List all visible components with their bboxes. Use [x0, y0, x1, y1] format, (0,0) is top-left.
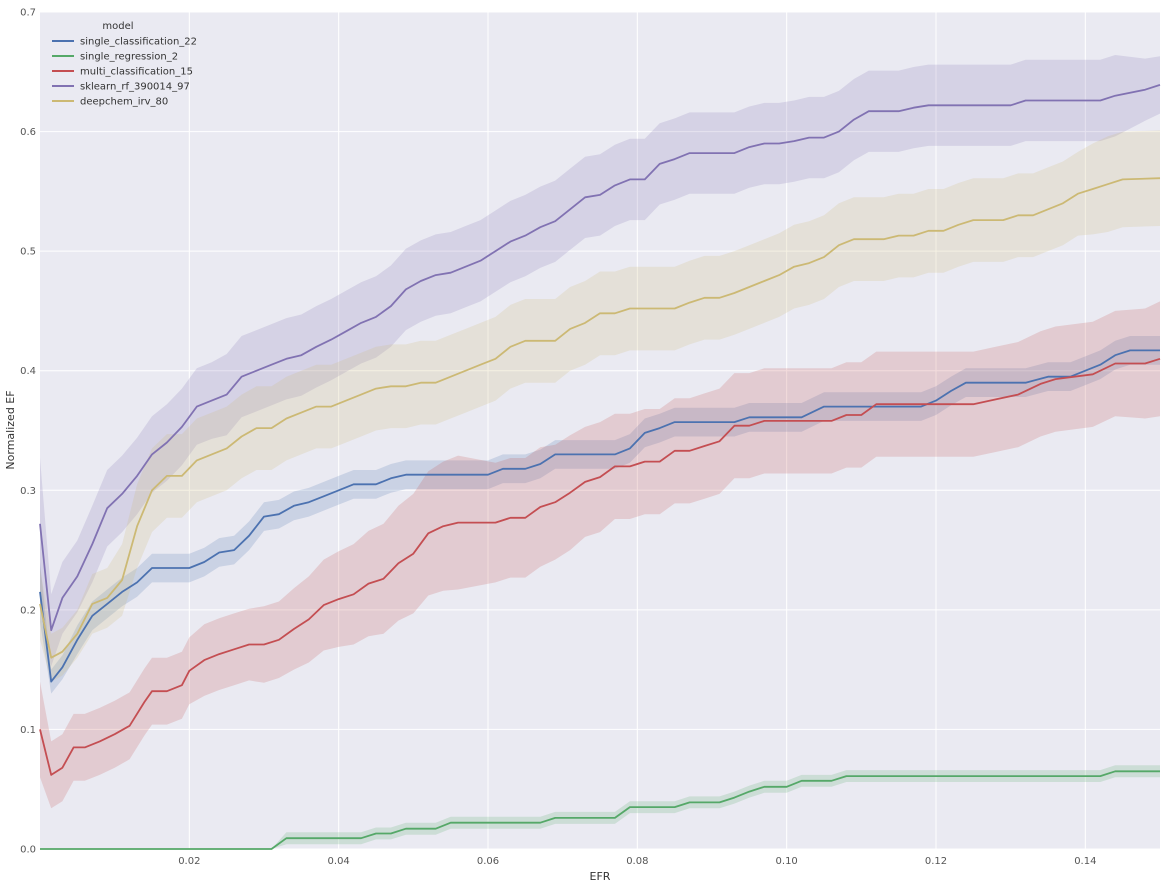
- legend-title: model: [102, 21, 133, 32]
- legend-label: single_regression_2: [80, 52, 178, 63]
- y-tick-label: 0.6: [20, 127, 36, 138]
- legend-label: deepchem_irv_80: [80, 97, 168, 108]
- y-axis-label: Normalized EF: [4, 390, 17, 469]
- y-tick-label: 0.7: [20, 8, 36, 19]
- line-deepchem_irv_80: [39, 177, 1161, 659]
- legend-label: multi_classification_15: [80, 67, 193, 78]
- x-tick-label: 0.06: [477, 856, 499, 867]
- y-tick-label: 0.0: [20, 845, 36, 856]
- x-tick-label: 0.14: [1074, 856, 1096, 867]
- band-deepchem_irv_80: [40, 130, 1160, 682]
- band-sklearn_rf_390014_97: [40, 55, 1160, 667]
- x-tick-label: 0.10: [776, 856, 798, 867]
- y-tick-label: 0.4: [20, 366, 36, 377]
- x-tick-label: 0.12: [925, 856, 947, 867]
- legend: model single_classification_22 single_reg…: [52, 21, 197, 108]
- y-tick-label: 0.3: [20, 486, 36, 497]
- band-multi_classification_15: [40, 301, 1160, 809]
- x-axis-label: EFR: [590, 870, 611, 883]
- line-single_classification_22: [39, 349, 1160, 683]
- y-tick-label: 0.2: [20, 605, 36, 616]
- band-single_classification_22: [40, 336, 1160, 694]
- x-tick-label: 0.08: [626, 856, 648, 867]
- legend-label: sklearn_rf_390014_97: [80, 82, 190, 93]
- line-single_regression_2: [40, 770, 1160, 850]
- y-tick-label: 0.1: [20, 725, 36, 736]
- y-axis-ticks: 0.0 0.1 0.2 0.3 0.4 0.5 0.6 0.7: [20, 8, 36, 856]
- plot-background: [40, 12, 1160, 849]
- band-single_regression_2: [40, 765, 1160, 849]
- x-axis-ticks: 0.02 0.04 0.06 0.08 0.10 0.12 0.14: [178, 856, 1096, 867]
- line-sklearn_rf_390014_97: [39, 84, 1161, 632]
- line-multi_classification_15: [39, 357, 1161, 776]
- y-tick-label: 0.5: [20, 247, 36, 258]
- x-tick-label: 0.02: [178, 856, 200, 867]
- confidence-bands: [40, 55, 1160, 849]
- series-lines: [39, 84, 1161, 850]
- x-tick-label: 0.04: [328, 856, 350, 867]
- legend-label: single_classification_22: [80, 37, 197, 48]
